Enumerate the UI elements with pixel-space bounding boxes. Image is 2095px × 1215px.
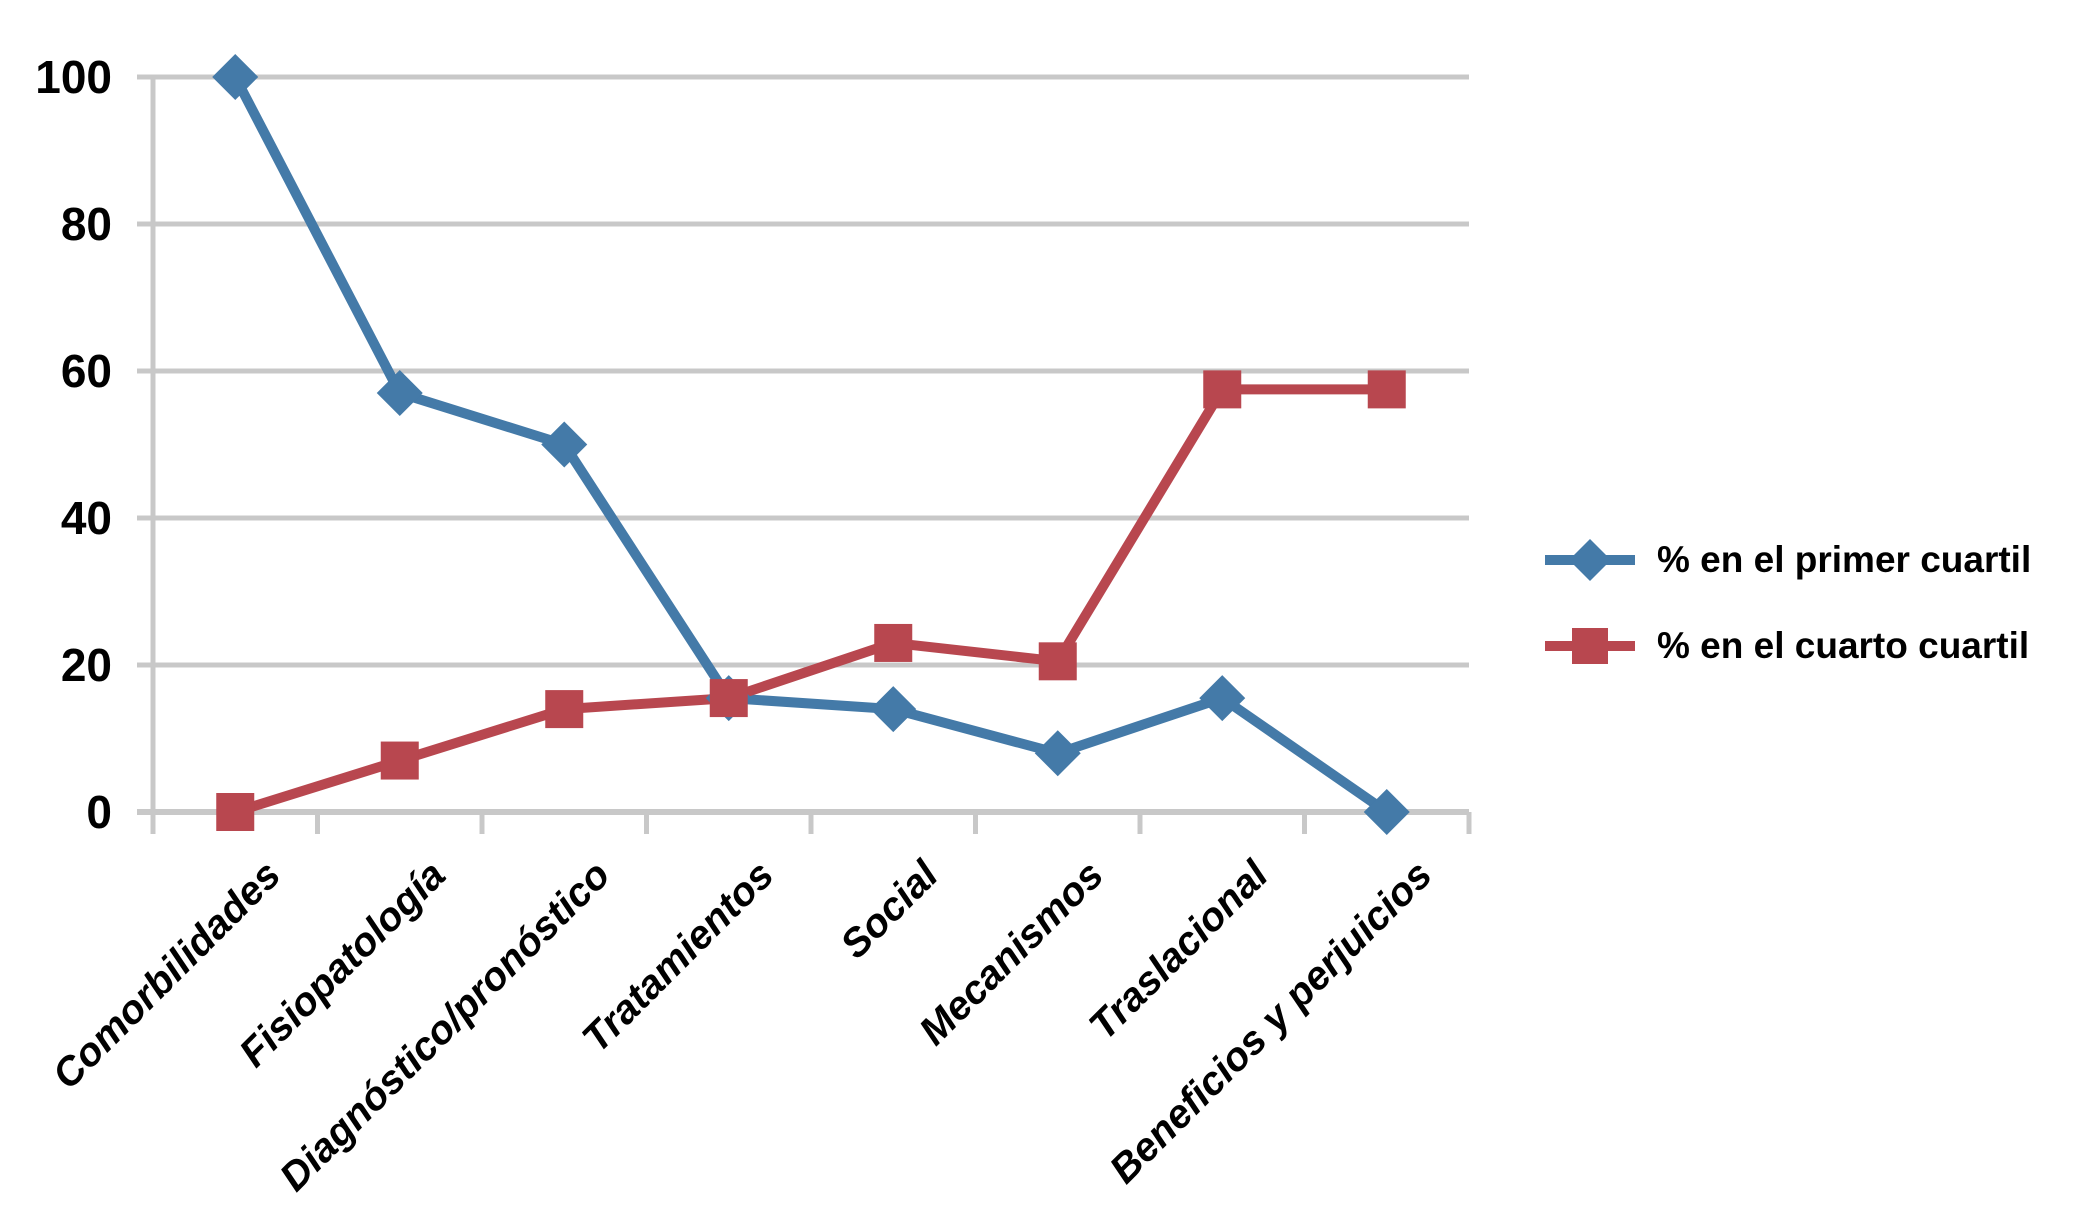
legend-diamond-marker-icon [1545, 539, 1635, 581]
data-point-marker [870, 686, 917, 733]
data-point-marker [545, 690, 584, 729]
data-point-marker [541, 421, 588, 468]
series-line-0 [230, 72, 1392, 817]
series-line-1 [230, 384, 1392, 817]
y-axis-label: 80 [60, 198, 112, 250]
data-point-marker [1038, 642, 1077, 681]
legend-item-primer-cuartil: % en el primer cuartil [1545, 530, 2031, 590]
data-point-marker [1203, 370, 1242, 409]
data-point-marker [1199, 675, 1246, 722]
data-point-marker [874, 623, 913, 662]
data-point-marker [1367, 370, 1406, 409]
data-point-marker [1034, 730, 1081, 777]
legend-item-cuarto-cuartil: % en el cuarto cuartil [1545, 616, 2031, 676]
data-point-marker [216, 793, 255, 831]
y-axis-label: 0 [86, 786, 112, 838]
y-axis-label: 20 [60, 639, 112, 691]
data-point-marker [212, 54, 259, 100]
data-point-marker [709, 679, 748, 718]
legend-label-cuarto-cuartil: % en el cuarto cuartil [1657, 625, 2030, 666]
legend-label-primer-cuartil: % en el primer cuartil [1657, 539, 2032, 580]
y-axis-label: 40 [60, 492, 112, 544]
data-point-marker [380, 741, 419, 780]
data-point-marker [1363, 789, 1410, 835]
legend: % en el primer cuartil % en el cuarto cu… [1545, 530, 2031, 676]
y-axis-label: 60 [60, 345, 112, 397]
y-axis-label: 100 [35, 51, 112, 103]
data-point-marker [376, 370, 423, 417]
legend-square-marker-icon [1545, 628, 1635, 664]
